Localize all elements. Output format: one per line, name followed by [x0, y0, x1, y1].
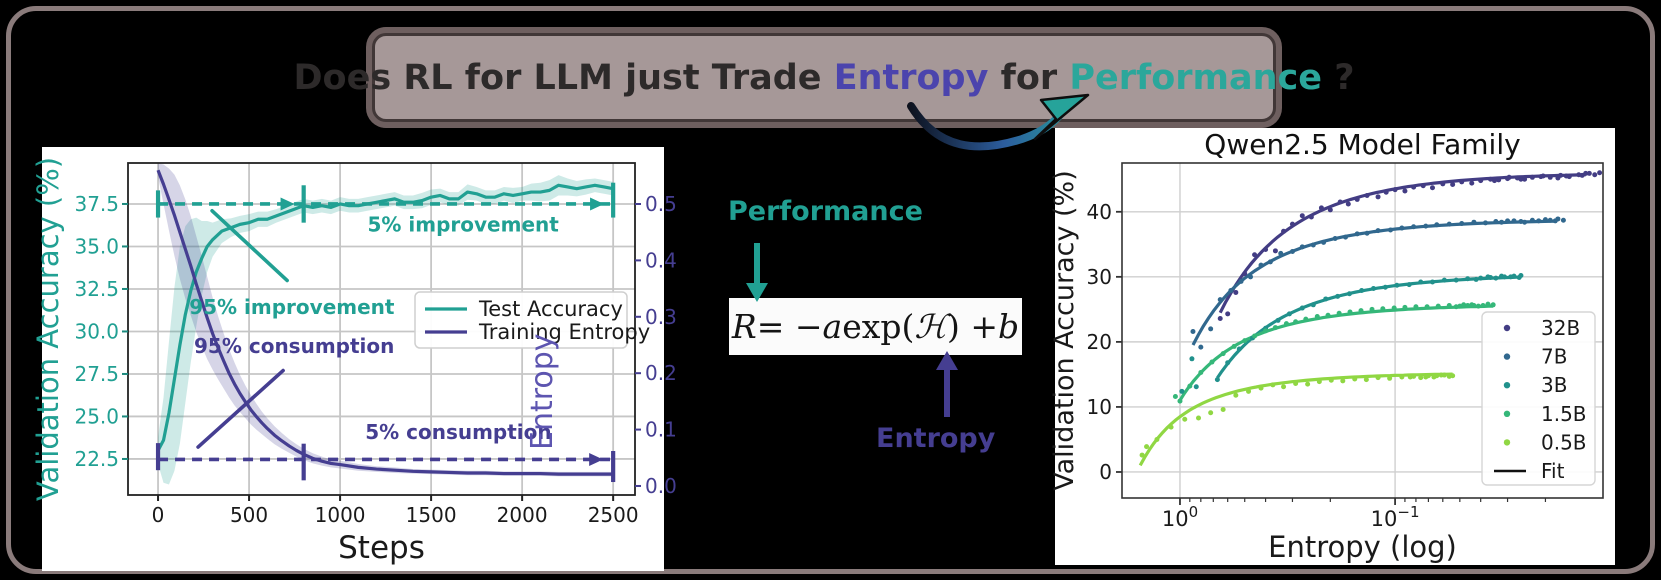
svg-text:0: 0 [152, 503, 165, 527]
annotation-text: 95% consumption [194, 334, 394, 358]
legend-label: Fit [1541, 459, 1565, 483]
svg-text:37.5: 37.5 [74, 192, 119, 216]
right-chart-legend-box [1481, 311, 1596, 486]
banner-text-prefix: Does RL for LLM just Trade [293, 57, 834, 98]
equation-a: a [822, 307, 843, 346]
banner-text-suffix: ? [1322, 57, 1355, 98]
equation-entropy-symbol: ℋ [914, 307, 947, 346]
svg-text:40: 40 [1087, 200, 1112, 224]
left-chart-ylabel: Validation Accuracy (%) [31, 157, 65, 501]
legend-label: 32B [1541, 316, 1580, 340]
equation-equals: = − [756, 307, 823, 346]
svg-text:0: 0 [1099, 460, 1112, 484]
svg-text:0.4: 0.4 [645, 248, 677, 272]
svg-text:1000: 1000 [315, 503, 366, 527]
qwen-family-panel: 0 10 20 30 40 100 10−1 Entropy (log) Validation … [1049, 128, 1615, 565]
svg-text:2500: 2500 [588, 503, 639, 527]
svg-text:30.0: 30.0 [74, 319, 119, 343]
svg-text:30: 30 [1087, 265, 1112, 289]
tradeoff-equation: R = − a exp(ℋ) + b [729, 298, 1022, 355]
svg-text:20: 20 [1087, 330, 1112, 354]
right-chart-ylabel: Validation Accuracy (%) [1049, 170, 1080, 490]
annotation-pointer-line [196, 368, 285, 449]
scatter-series [1190, 216, 1566, 350]
svg-text:0.1: 0.1 [645, 418, 677, 442]
scatter-series [1172, 301, 1496, 404]
svg-text:0.0: 0.0 [645, 474, 677, 498]
svg-text:10−1: 10−1 [1371, 503, 1420, 531]
series-line [156, 169, 614, 476]
equation-b: b [998, 307, 1020, 346]
svg-text:10: 10 [1087, 395, 1112, 419]
annotation-text: 5% improvement [367, 212, 559, 236]
equation-exp: exp( [842, 307, 915, 346]
legend-label: Training Entropy [478, 320, 650, 344]
banner-performance-word: Performance [1069, 57, 1323, 98]
left-chart-right-axis-label: Entropy [525, 333, 560, 450]
svg-text:100: 100 [1162, 503, 1198, 531]
title-banner: Does RL for LLM just Trade Entropy for P… [294, 33, 1355, 122]
scatter-series [1139, 372, 1456, 458]
annotation-text: 5% consumption [365, 420, 551, 444]
reference-arrowhead [589, 452, 604, 466]
svg-text:0.5: 0.5 [645, 192, 677, 216]
annotation-pointer-line [210, 208, 289, 283]
svg-text:27.5: 27.5 [74, 362, 119, 386]
accuracy-entropy-chart: 95% improvement 95% consumption 5% improve… [31, 147, 677, 571]
entropy-label: Entropy [876, 423, 996, 454]
right-chart-title: Qwen2.5 Model Family [1204, 128, 1520, 161]
reference-arrowhead [590, 197, 605, 211]
banner-entropy-word: Entropy [833, 57, 989, 98]
scatter-series [1217, 170, 1603, 321]
training-curves-panel: 95% improvement 95% consumption 5% improve… [31, 147, 677, 571]
svg-text:1500: 1500 [406, 503, 457, 527]
svg-text:25.0: 25.0 [74, 404, 119, 428]
performance-label: Performance [728, 196, 923, 227]
reference-arrowhead [280, 197, 295, 211]
banner-text-mid: for [988, 57, 1070, 98]
left-chart-legend-box [414, 291, 628, 349]
right-chart-xlabel: Entropy (log) [1268, 530, 1457, 564]
legend-label: 1.5B [1541, 402, 1587, 426]
scatter-series [1179, 273, 1524, 394]
outer-rounded-border [6, 6, 1655, 574]
left-chart-xlabel: Steps [338, 530, 425, 566]
svg-text:32.5: 32.5 [74, 277, 119, 301]
svg-text:22.5: 22.5 [74, 447, 119, 471]
svg-text:0.2: 0.2 [645, 361, 677, 385]
svg-text:35.0: 35.0 [74, 234, 119, 258]
equation-R: R [731, 307, 757, 346]
fit-curve [1216, 275, 1521, 379]
legend-label: 0.5B [1541, 430, 1587, 454]
legend-label: 3B [1541, 373, 1567, 397]
annotation-text: 95% improvement [189, 295, 395, 319]
svg-text:0.3: 0.3 [645, 305, 677, 329]
fit-curve [1218, 173, 1586, 314]
equation-plus: ) + [946, 307, 998, 346]
legend-label: Test Accuracy [478, 297, 623, 321]
svg-text:2000: 2000 [497, 503, 548, 527]
svg-text:500: 500 [230, 503, 268, 527]
legend-label: 7B [1541, 345, 1567, 369]
